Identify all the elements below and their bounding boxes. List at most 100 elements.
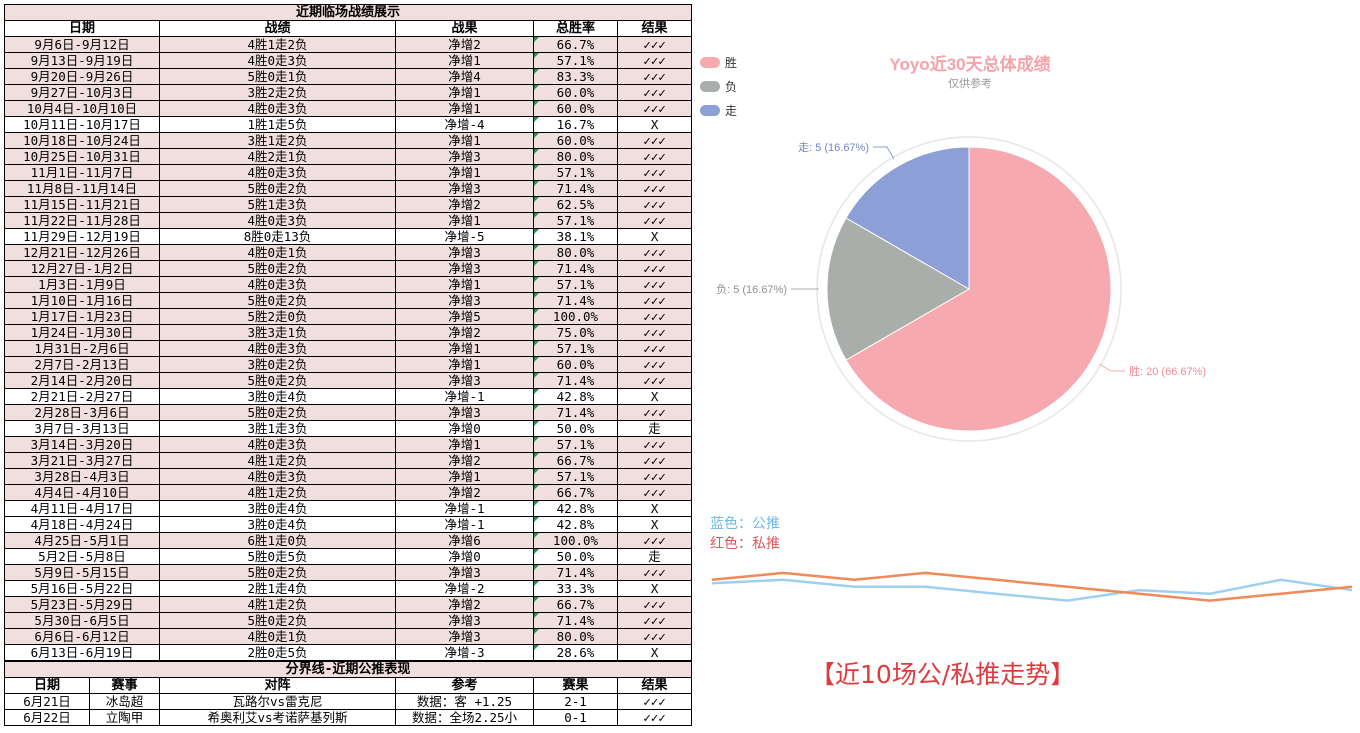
cell-result: ✓✓✓: [616, 260, 693, 277]
legend-item-loss[interactable]: 负: [700, 74, 737, 98]
cell-rate: 57.1%: [533, 52, 618, 69]
cell-net: 净增2: [395, 324, 534, 341]
cell-net: 净增2: [395, 484, 534, 501]
cell-net: 净增4: [395, 68, 534, 85]
legend-item-win[interactable]: 胜: [700, 50, 737, 74]
cell-league: 立陶甲: [89, 709, 160, 726]
table-row: 9月6日-9月12日 4胜1走2负 净增2 66.7% ✓✓✓: [4, 36, 693, 53]
cell-record: 4胜0走3负: [159, 468, 396, 485]
table-row: 11月1日-11月7日 4胜0走3负 净增1 57.1% ✓✓✓: [4, 164, 693, 181]
cell-net: 净增3: [395, 612, 534, 629]
pie-slice-win-label: 胜: 20 (66.67%): [1129, 364, 1206, 378]
cell-date: 1月3日-1月9日: [4, 276, 160, 293]
cell-record: 4胜1走2负: [159, 484, 396, 501]
cell-result: ✓✓✓: [616, 244, 693, 261]
pie-slice-loss[interactable]: [826, 217, 971, 361]
cell-record: 4胜0走3负: [159, 100, 396, 117]
cell-net: 净增1: [395, 340, 534, 357]
cell-result: ✓✓✓: [616, 276, 693, 293]
cell-result: X: [616, 516, 693, 533]
cell-net: 净增-4: [395, 116, 534, 133]
cell-result: ✓✓✓: [616, 596, 693, 613]
cell-rate: 66.7%: [533, 596, 618, 613]
cell-record: 4胜0走3负: [159, 436, 396, 453]
table-row: 5月23日-5月29日 4胜1走2负 净增2 66.7% ✓✓✓: [4, 596, 693, 613]
cell-date: 1月24日-1月30日: [4, 324, 160, 341]
cell-record: 5胜0走2负: [159, 180, 396, 197]
cell-record: 4胜2走1负: [159, 148, 396, 165]
cell-date: 12月21日-12月26日: [4, 244, 160, 261]
cell-net: 净增3: [395, 244, 534, 261]
cell-record: 3胜3走1负: [159, 324, 396, 341]
cell-record: 4胜0走3负: [159, 276, 396, 293]
trend-line-chart: [711, 571, 1353, 602]
cell-record: 6胜1走0负: [159, 532, 396, 549]
cell-net: 净增2: [395, 452, 534, 469]
cell-date: 1月17日-1月23日: [4, 308, 160, 325]
cell-record: 5胜0走2负: [159, 564, 396, 581]
legend-swatch-win: [700, 56, 720, 68]
pie-title: Yoyo近30天总体成绩: [889, 55, 1051, 74]
cell-result: ✓✓✓: [616, 180, 693, 197]
public-header-date: 日期: [4, 677, 90, 694]
cell-net: 净增3: [395, 148, 534, 165]
table-row: 12月27日-1月2日 5胜0走2负 净增3 71.4% ✓✓✓: [4, 260, 693, 277]
cell-record: 5胜0走2负: [159, 372, 396, 389]
table-row: 3月21日-3月27日 4胜1走2负 净增2 66.7% ✓✓✓: [4, 452, 693, 469]
cell-date: 5月9日-5月15日: [4, 564, 160, 581]
cell-result: ✓✓✓: [616, 372, 693, 389]
cell-rate: 33.3%: [533, 580, 618, 597]
cell-result: 走: [616, 548, 693, 565]
cell-net: 净增6: [395, 532, 534, 549]
cell-net: 净增3: [395, 372, 534, 389]
pie-slice-loss-label: 负: 5 (16.67%): [716, 282, 787, 296]
cell-date: 2月14日-2月20日: [4, 372, 160, 389]
cell-league: 冰岛超: [89, 693, 160, 710]
cell-date: 4月11日-4月17日: [4, 500, 160, 517]
cell-rate: 80.0%: [533, 148, 618, 165]
pie-slice-push[interactable]: [845, 146, 970, 290]
cell-record: 4胜0走1负: [159, 628, 396, 645]
cell-result: X: [616, 228, 693, 245]
cell-result: ✓✓✓: [616, 292, 693, 309]
cell-net: 净增-1: [395, 500, 534, 517]
pie-slice-win[interactable]: [845, 146, 1112, 432]
cell-record: 4胜1走2负: [159, 452, 396, 469]
cell-result: X: [616, 500, 693, 517]
cell-rate: 16.7%: [533, 116, 618, 133]
cell-net: 净增3: [395, 564, 534, 581]
cell-rate: 28.6%: [533, 644, 618, 661]
table-row: 4月25日-5月1日 6胜1走0负 净增6 100.0% ✓✓✓: [4, 532, 693, 549]
table-row: 1月24日-1月30日 3胜3走1负 净增2 75.0% ✓✓✓: [4, 324, 693, 341]
cell-rate: 60.0%: [533, 84, 618, 101]
cell-net: 净增2: [395, 596, 534, 613]
cell-rate: 57.1%: [533, 276, 618, 293]
cell-rate: 62.5%: [533, 196, 618, 213]
cell-rate: 66.7%: [533, 36, 618, 53]
cell-date: 4月4日-4月10日: [4, 484, 160, 501]
cell-date: 9月13日-9月19日: [4, 52, 160, 69]
cell-result: 走: [616, 420, 693, 437]
cell-result: ✓✓✓: [616, 709, 693, 726]
cell-result: X: [616, 644, 693, 661]
cell-record: 5胜0走1负: [159, 68, 396, 85]
cell-rate: 42.8%: [533, 388, 618, 405]
private-trend-line: [711, 571, 1353, 602]
cell-net: 净增3: [395, 292, 534, 309]
cell-net: 净增3: [395, 404, 534, 421]
cell-result: ✓✓✓: [616, 532, 693, 549]
cell-net: 净增3: [395, 628, 534, 645]
table-row: 10月11日-10月17日 1胜1走5负 净增-4 16.7% X: [4, 116, 693, 133]
cell-rate: 71.4%: [533, 180, 618, 197]
cell-net: 净增-1: [395, 388, 534, 405]
cell-date: 11月15日-11月21日: [4, 196, 160, 213]
cell-result: ✓✓✓: [616, 484, 693, 501]
table-row: 2月7日-2月13日 3胜0走2负 净增1 60.0% ✓✓✓: [4, 356, 693, 373]
legend-item-push[interactable]: 走: [700, 98, 737, 122]
cell-record: 5胜1走3负: [159, 196, 396, 213]
cell-net: 净增1: [395, 164, 534, 181]
cell-net: 净增1: [395, 212, 534, 229]
cell-date: 9月6日-9月12日: [4, 36, 160, 53]
cell-net: 净增1: [395, 356, 534, 373]
pie-legend: 胜 负 走: [700, 50, 737, 122]
